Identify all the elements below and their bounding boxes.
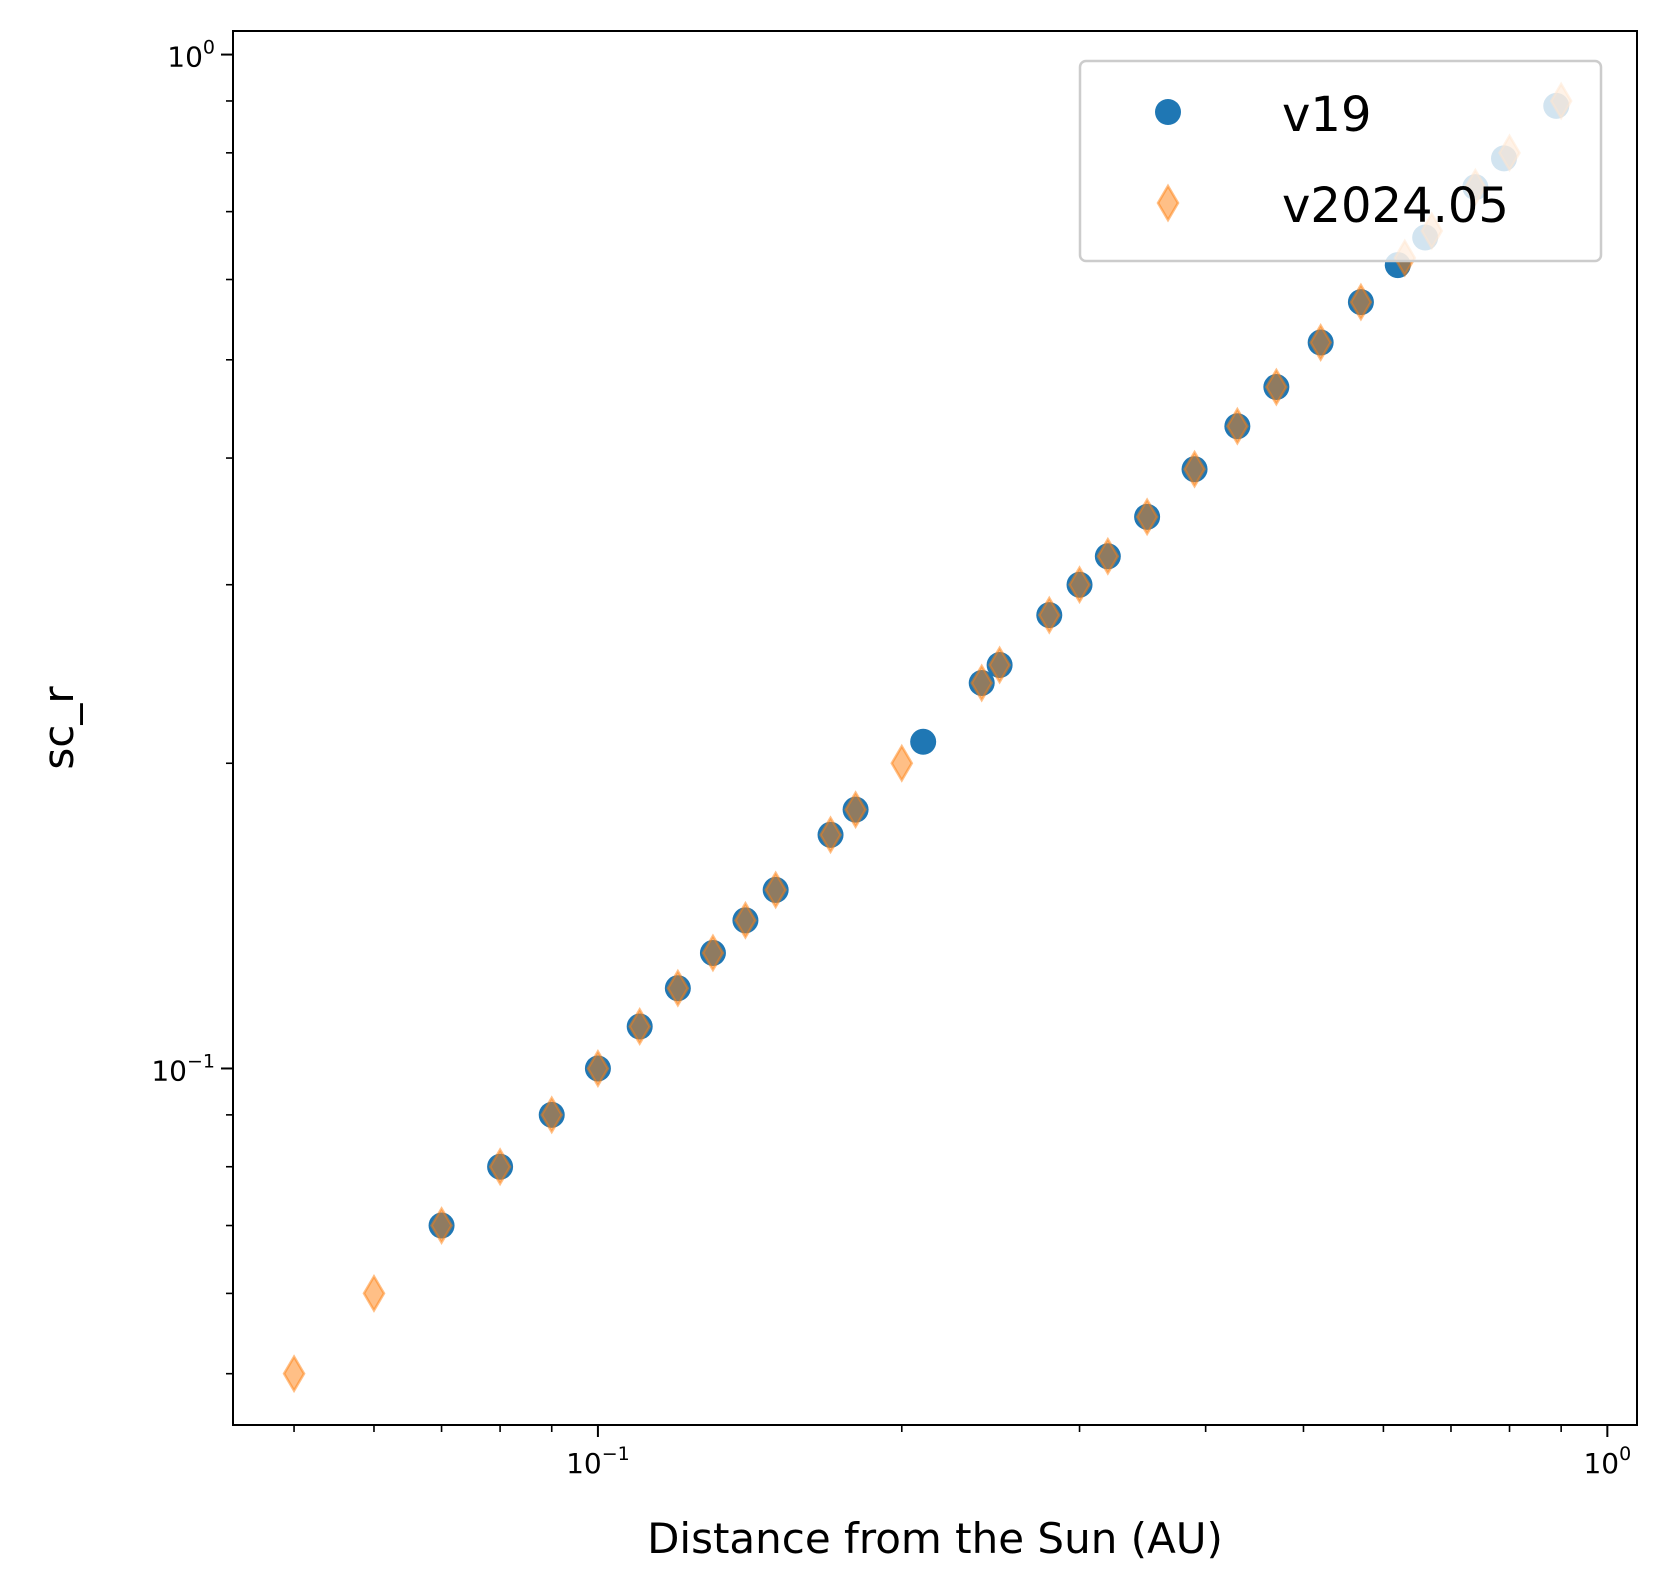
y-tick-label: 10−1 [151,1050,215,1087]
tick-label-exponent: −1 [602,1443,630,1465]
x-tick-label: 100 [1583,1443,1631,1480]
x-tick-label: 10−1 [566,1443,630,1480]
legend-box [1078,59,1603,263]
data-point [988,645,1012,685]
legend-label-v19: v19 [1282,87,1371,143]
data-point [488,1147,512,1187]
data-point [282,1354,306,1394]
x-axis: 10−1 100 [293,1425,1631,1480]
legend-label-v2024-05: v2024.05 [1282,178,1509,234]
data-point [844,790,868,830]
y-axis-label: sc_r [34,686,83,770]
data-point [970,663,994,703]
data-point [1183,449,1207,489]
data-point [1349,282,1373,322]
data-point [540,1095,564,1135]
data-point [1309,323,1333,362]
data-point [1264,367,1288,407]
data-point [666,968,690,1008]
tick-label-base: 10 [151,1054,187,1087]
tick-label-base: 10 [1583,1447,1619,1480]
data-point [890,743,914,783]
data-point [430,1206,454,1245]
data-point [1037,595,1061,635]
data-point [733,900,757,940]
data-point [1135,497,1159,537]
data-point [764,870,788,910]
legend-marker-v19 [1155,99,1181,125]
data-point [819,815,842,855]
data-point [1225,406,1249,446]
tick-label-base: 10 [566,1447,602,1480]
legend: v19 v2024.05 [1078,59,1603,263]
data-point [1068,565,1091,605]
data-point [628,1007,652,1046]
tick-label-exponent: 0 [1619,1443,1631,1465]
x-axis-label: Distance from the Sun (AU) [647,1514,1223,1563]
data-point [701,933,725,973]
data-point [910,728,937,755]
data-point [1096,536,1120,576]
y-tick-label: 100 [167,37,215,74]
data-point [586,1049,610,1088]
legend-marker-v2024-05 [1156,183,1180,223]
tick-label-base: 10 [167,41,203,74]
tick-label-exponent: 0 [203,37,215,59]
data-point [362,1273,386,1313]
tick-label-exponent: −1 [187,1050,215,1072]
axes-frame [232,30,1638,1426]
